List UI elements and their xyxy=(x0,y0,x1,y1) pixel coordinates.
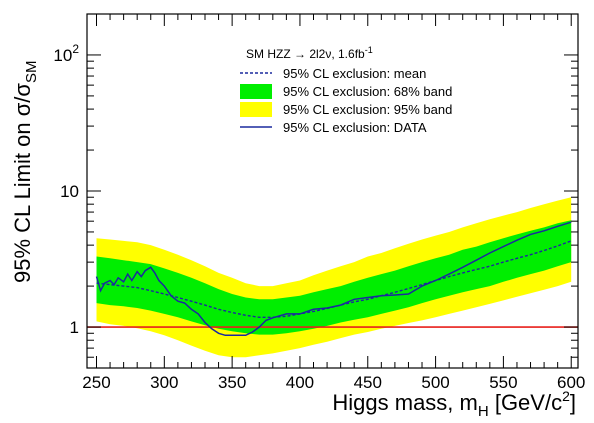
y-tick-label: 102 xyxy=(53,42,79,65)
legend-label-95-band: 95% CL exclusion: 95% band xyxy=(283,102,452,117)
x-tick-label: 300 xyxy=(150,373,178,392)
bands-group xyxy=(96,197,572,358)
x-tick-label: 500 xyxy=(421,373,449,392)
x-axis-title: Higgs mass, mH [GeV/c2] xyxy=(332,388,576,420)
y-axis-title-sub: SM xyxy=(23,61,40,84)
x-axis-title-unit-sup: 2 xyxy=(562,388,570,404)
y-tick-label: 10 xyxy=(60,182,79,201)
y-tick-label: 1 xyxy=(70,318,79,337)
legend-swatch-68-band xyxy=(240,84,272,99)
y-axis-title-main: 95% CL Limit on σ/σ xyxy=(10,83,35,283)
y-tick-label-base: 10 xyxy=(60,182,79,201)
band-68 xyxy=(96,220,572,335)
y-tick-label-base: 1 xyxy=(70,318,79,337)
legend-label-68-band: 95% CL exclusion: 68% band xyxy=(283,84,452,99)
x-tick-label: 450 xyxy=(354,373,382,392)
y-axis-title: 95% CL Limit on σ/σSM xyxy=(10,61,40,283)
y-tick-label-base: 10 xyxy=(53,46,72,65)
legend-title-main: SM HZZ → 2l2ν, 1.6fb xyxy=(246,47,365,61)
x-tick-label: 350 xyxy=(218,373,246,392)
x-tick-label: 550 xyxy=(489,373,517,392)
x-axis-title-unit-end: ] xyxy=(570,390,576,415)
legend-label-data: 95% CL exclusion: DATA xyxy=(283,120,427,135)
legend-title: SM HZZ → 2l2ν, 1.6fb-1 xyxy=(246,45,373,61)
x-tick-label: 250 xyxy=(82,373,110,392)
y-tick-label-sup: 2 xyxy=(72,42,79,56)
x-tick-label: 400 xyxy=(286,373,314,392)
x-axis-title-main: Higgs mass, m xyxy=(332,390,477,415)
x-tick-label: 600 xyxy=(557,373,585,392)
legend: SM HZZ → 2l2ν, 1.6fb-1 95% CL exclusion:… xyxy=(240,45,452,135)
x-axis-title-sub: H xyxy=(478,403,489,420)
ticks-group xyxy=(87,13,578,369)
legend-title-sup: -1 xyxy=(365,45,373,55)
series-data-line xyxy=(95,221,572,337)
legend-label-mean: 95% CL exclusion: mean xyxy=(283,66,426,81)
lines-group xyxy=(87,221,578,337)
legend-swatch-95-band xyxy=(240,102,272,117)
x-axis-title-unit: [GeV/c xyxy=(489,390,562,415)
